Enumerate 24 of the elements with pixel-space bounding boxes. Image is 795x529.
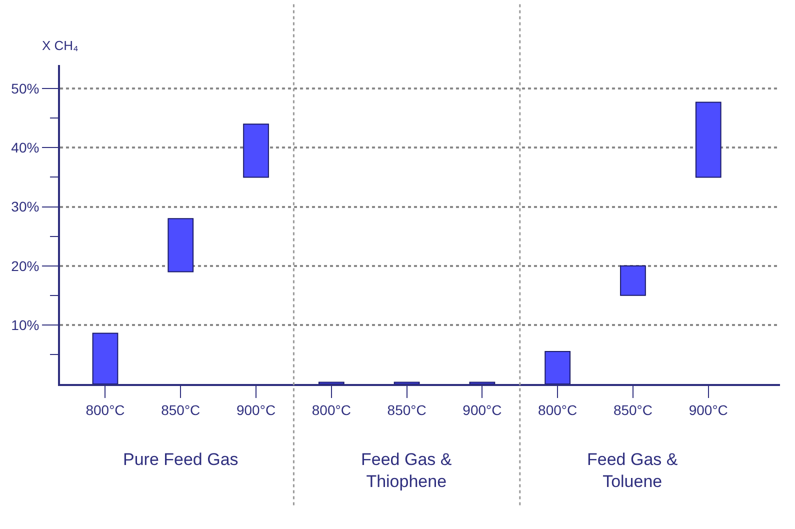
- text: Feed Gas & Thiophene: [361, 450, 452, 492]
- y-tick-label: 10%: [11, 316, 40, 333]
- bar: [168, 218, 194, 272]
- x-tick-label: 800°C: [86, 402, 125, 418]
- bar: [695, 102, 722, 178]
- x-tick-label: 800°C: [538, 402, 578, 418]
- y-tick-label: 30%: [11, 198, 40, 215]
- x-tick-label: 900°C: [236, 402, 276, 418]
- x-tick-label: 850°C: [613, 402, 653, 418]
- y-tick-label: 50%: [11, 80, 40, 97]
- y-tick-label: 40%: [11, 140, 40, 156]
- bar: [544, 351, 571, 384]
- x-tick-label: 900°C: [462, 402, 502, 418]
- x-tick-label: 800°C: [312, 402, 351, 418]
- bar: [243, 124, 269, 178]
- x-tick-label: 850°C: [161, 402, 200, 418]
- y-axis-title: X CH₄: [42, 38, 78, 53]
- x-tick-label: 900°C: [688, 402, 728, 418]
- bar: [620, 265, 646, 296]
- text: Feed Gas & Toluene: [587, 450, 678, 492]
- text: Pure Feed Gas: [123, 450, 238, 469]
- y-tick-label: 20%: [11, 258, 40, 274]
- bar: [92, 332, 118, 384]
- x-tick-label: 850°C: [387, 402, 426, 418]
